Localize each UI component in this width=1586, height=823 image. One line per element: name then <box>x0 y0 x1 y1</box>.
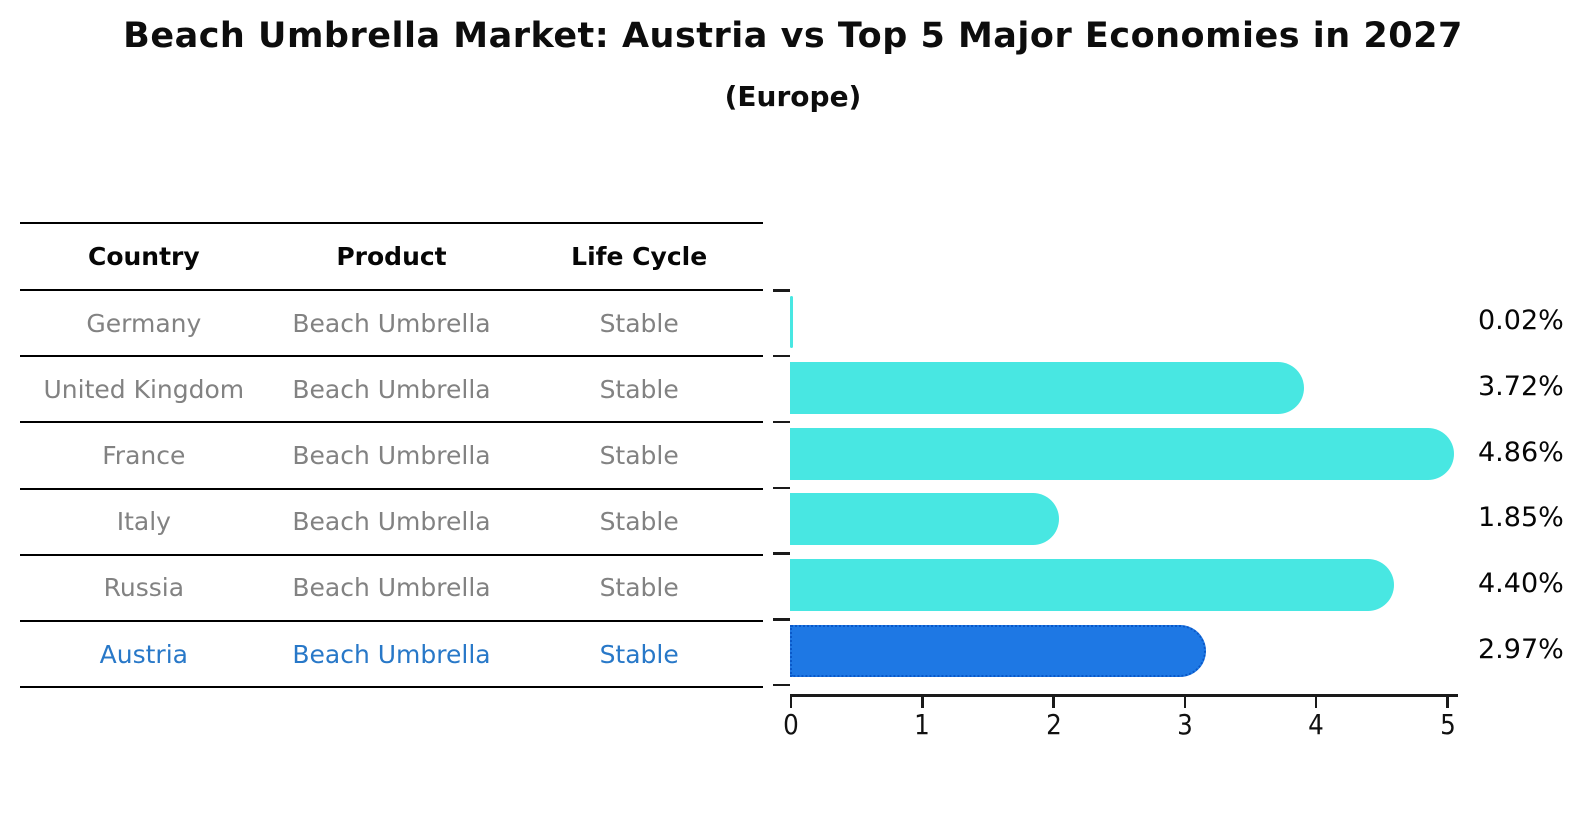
cell-product: Beach Umbrella <box>292 308 491 338</box>
bar-austria <box>790 625 1206 677</box>
x-tick-mark <box>1314 696 1318 708</box>
x-tick-label: 5 <box>1439 708 1456 741</box>
cell-country: Austria <box>99 639 188 669</box>
value-label-germany: 0.02% <box>1478 305 1564 336</box>
cell-product: Beach Umbrella <box>292 440 491 470</box>
value-label-italy: 1.85% <box>1478 502 1564 534</box>
x-axis-line <box>790 694 1458 697</box>
table-row-russia: Russia Beach Umbrella Stable <box>20 556 763 622</box>
cell-product: Beach Umbrella <box>292 374 491 404</box>
column-header-life-cycle: Life Cycle <box>571 242 708 271</box>
x-tick-label: 1 <box>914 708 931 741</box>
x-tick-label: 4 <box>1308 708 1325 741</box>
table-row-austria: Austria Beach Umbrella Stable <box>20 622 763 689</box>
cell-country: France <box>102 440 186 470</box>
cell-life-cycle: Stable <box>599 308 679 338</box>
x-tick-mark <box>1052 696 1055 708</box>
y-tick-mark <box>773 420 790 424</box>
cell-life-cycle: Stable <box>599 573 679 603</box>
table-row-united-kingdom: United Kingdom Beach Umbrella Stable <box>20 357 763 424</box>
column-header-product: Product <box>336 242 447 271</box>
table-row-france: France Beach Umbrella Stable <box>20 423 763 490</box>
cell-product: Beach Umbrella <box>292 639 491 669</box>
chart-title: Beach Umbrella Market: Austria vs Top 5 … <box>123 16 1463 56</box>
column-header-country: Country <box>87 242 200 271</box>
x-tick-mark <box>789 696 793 708</box>
cell-life-cycle: Stable <box>599 440 679 470</box>
bar-france <box>790 427 1455 480</box>
cell-product: Beach Umbrella <box>292 507 491 537</box>
value-label-france: 4.86% <box>1478 436 1564 468</box>
bar-germany <box>790 296 793 348</box>
cell-country: Russia <box>103 573 185 603</box>
y-tick-mark <box>773 618 790 621</box>
bar-russia <box>790 559 1394 612</box>
cell-product: Beach Umbrella <box>292 573 491 603</box>
cell-life-cycle: Stable <box>599 374 679 404</box>
bar-italy <box>790 493 1059 546</box>
x-tick-label: 3 <box>1177 708 1193 741</box>
table-header-row: Country Product Life Cycle <box>20 224 763 291</box>
cell-life-cycle: Stable <box>599 507 679 537</box>
value-label-united-kingdom: 3.72% <box>1478 370 1564 402</box>
x-tick-label: 2 <box>1045 708 1062 741</box>
y-tick-mark <box>773 486 790 489</box>
table-row-italy: Italy Beach Umbrella Stable <box>20 490 763 556</box>
y-tick-mark <box>773 552 790 555</box>
table-row-germany: Germany Beach Umbrella Stable <box>20 291 763 358</box>
x-tick-mark <box>1183 696 1187 708</box>
x-tick-mark <box>1446 696 1449 708</box>
y-tick-mark <box>773 683 790 687</box>
country-table: Country Product Life Cycle Germany Beach… <box>20 222 763 689</box>
x-tick-mark <box>921 696 924 708</box>
value-label-russia: 4.40% <box>1478 568 1564 600</box>
bar-united-kingdom <box>790 361 1305 414</box>
value-label-austria: 2.97% <box>1478 634 1564 665</box>
y-tick-mark <box>773 354 790 358</box>
cell-country: Italy <box>116 507 171 537</box>
cell-country: Germany <box>86 308 202 338</box>
chart-subtitle: (Europe) <box>724 80 862 113</box>
x-tick-label: 0 <box>783 708 799 741</box>
cell-country: United Kingdom <box>43 374 245 404</box>
y-tick-mark <box>773 289 790 292</box>
cell-life-cycle: Stable <box>599 639 679 669</box>
